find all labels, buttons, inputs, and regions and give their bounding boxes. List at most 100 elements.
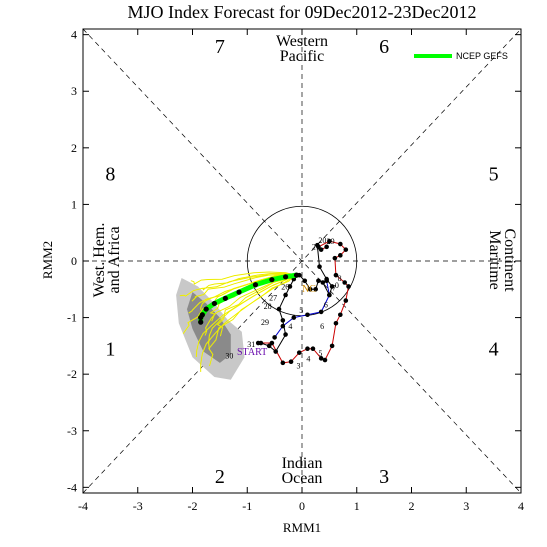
day-label: 8 [338,274,342,283]
observed-point [318,356,324,361]
ensemble-mean-point [211,300,217,307]
observed-point [288,359,294,365]
y-tick-label: 3 [71,84,77,98]
ensemble-member-edge [200,274,297,372]
y-tick-label: 1 [71,197,77,211]
x-tick-label: 4 [518,499,524,513]
observed-point [338,253,343,258]
day-label: 27 [269,294,277,303]
ensemble-mean-point [236,289,242,295]
x-tick-label: -3 [133,499,143,513]
x-tick-label: -1 [242,499,252,513]
region-top-line1: Western [276,33,328,50]
day-label: 0 [335,281,339,290]
legend-label: NCEP GEFS [456,51,508,61]
day-label: 21 [312,243,320,252]
observed-point [305,346,310,352]
observed-point [316,278,321,284]
observed-point [305,312,310,318]
ensemble-member-edge [217,274,295,337]
x-tick-label: 1 [354,499,360,513]
day-label: 4 [306,355,310,364]
observed-point [343,298,349,303]
legend: NCEP GEFS [414,51,508,61]
observed-point [269,340,275,346]
observed-point [283,292,288,298]
day-label: 5 [318,349,322,358]
x-tick-label: 0 [299,499,305,513]
observed-point [324,278,329,284]
observed-point [327,292,332,298]
observed-point [280,323,286,329]
observed-point [280,318,286,323]
observed-point [333,320,339,326]
day-label: 28 [264,302,272,311]
observed-point [280,360,286,366]
observed-point [346,284,351,289]
observed-point [291,315,297,320]
y-tick-label: -3 [67,424,77,438]
region-right-line2: Continent [501,228,518,292]
chart-title: MJO Index Forecast for 09Dec2012-23Dec20… [128,2,477,22]
day-label: 31 [247,340,255,349]
x-tick-label: 3 [463,499,469,513]
x-tick-label: -4 [78,499,88,513]
day-label: 5 [299,306,303,315]
phase-boundaries [82,28,522,494]
phase-number: 1 [105,339,115,361]
y-tick-label: 4 [71,28,77,42]
y-tick-label: 0 [71,254,77,268]
observed-point [329,343,335,349]
phase-number: 6 [379,36,389,58]
region-left-line2: and Africa [106,226,123,293]
observed-point [318,247,324,252]
ensemble-mean [198,272,300,325]
observed-point [258,340,264,346]
phase-number: 4 [489,339,499,361]
x-tick-label: 2 [409,499,415,513]
ensemble-mean-point [293,272,300,278]
ensemble-mean-point [282,274,289,280]
ensemble-mean-point [222,295,228,301]
region-bottom-line1: Indian [282,455,323,472]
x-axis-label: RMM1 [283,520,321,535]
day-label: 26 [281,282,289,291]
ensemble-mean-point [198,319,204,325]
observed-point [266,343,272,349]
observed-point [338,241,343,247]
observed-point [338,312,343,318]
day-label: 29 [327,237,335,246]
day-label: 20 [318,236,326,245]
y-axis-label: RMM2 [40,241,55,279]
observed-point [317,264,322,269]
observed-point [272,335,277,340]
ensemble-member-edge [190,271,296,285]
day-label: 4 [288,322,292,331]
observed-point [332,255,338,261]
start-marker: START [237,347,267,358]
observed-point [313,286,318,292]
observed-point [329,284,335,289]
day-label: 6 [320,322,324,331]
x-axis-ticks: -4 -3 -2 -1 0 1 2 3 4 [78,29,524,513]
ensemble-member-edge [179,273,296,297]
day-label: 7 [332,283,336,292]
observed-point [324,244,329,250]
observed-point [283,332,288,337]
phase-number: 8 [105,163,115,185]
y-tick-label: -4 [67,480,77,494]
observed-point [343,247,349,252]
ensemble-mean-point [203,306,209,312]
observed-point [307,286,313,292]
observed-point [273,349,279,354]
observed-point [318,309,324,315]
day-label: 3 [297,362,301,371]
observed-track [255,238,351,366]
observed-point [276,306,282,312]
observed-point [333,272,339,278]
day-label: 6 [324,300,328,309]
